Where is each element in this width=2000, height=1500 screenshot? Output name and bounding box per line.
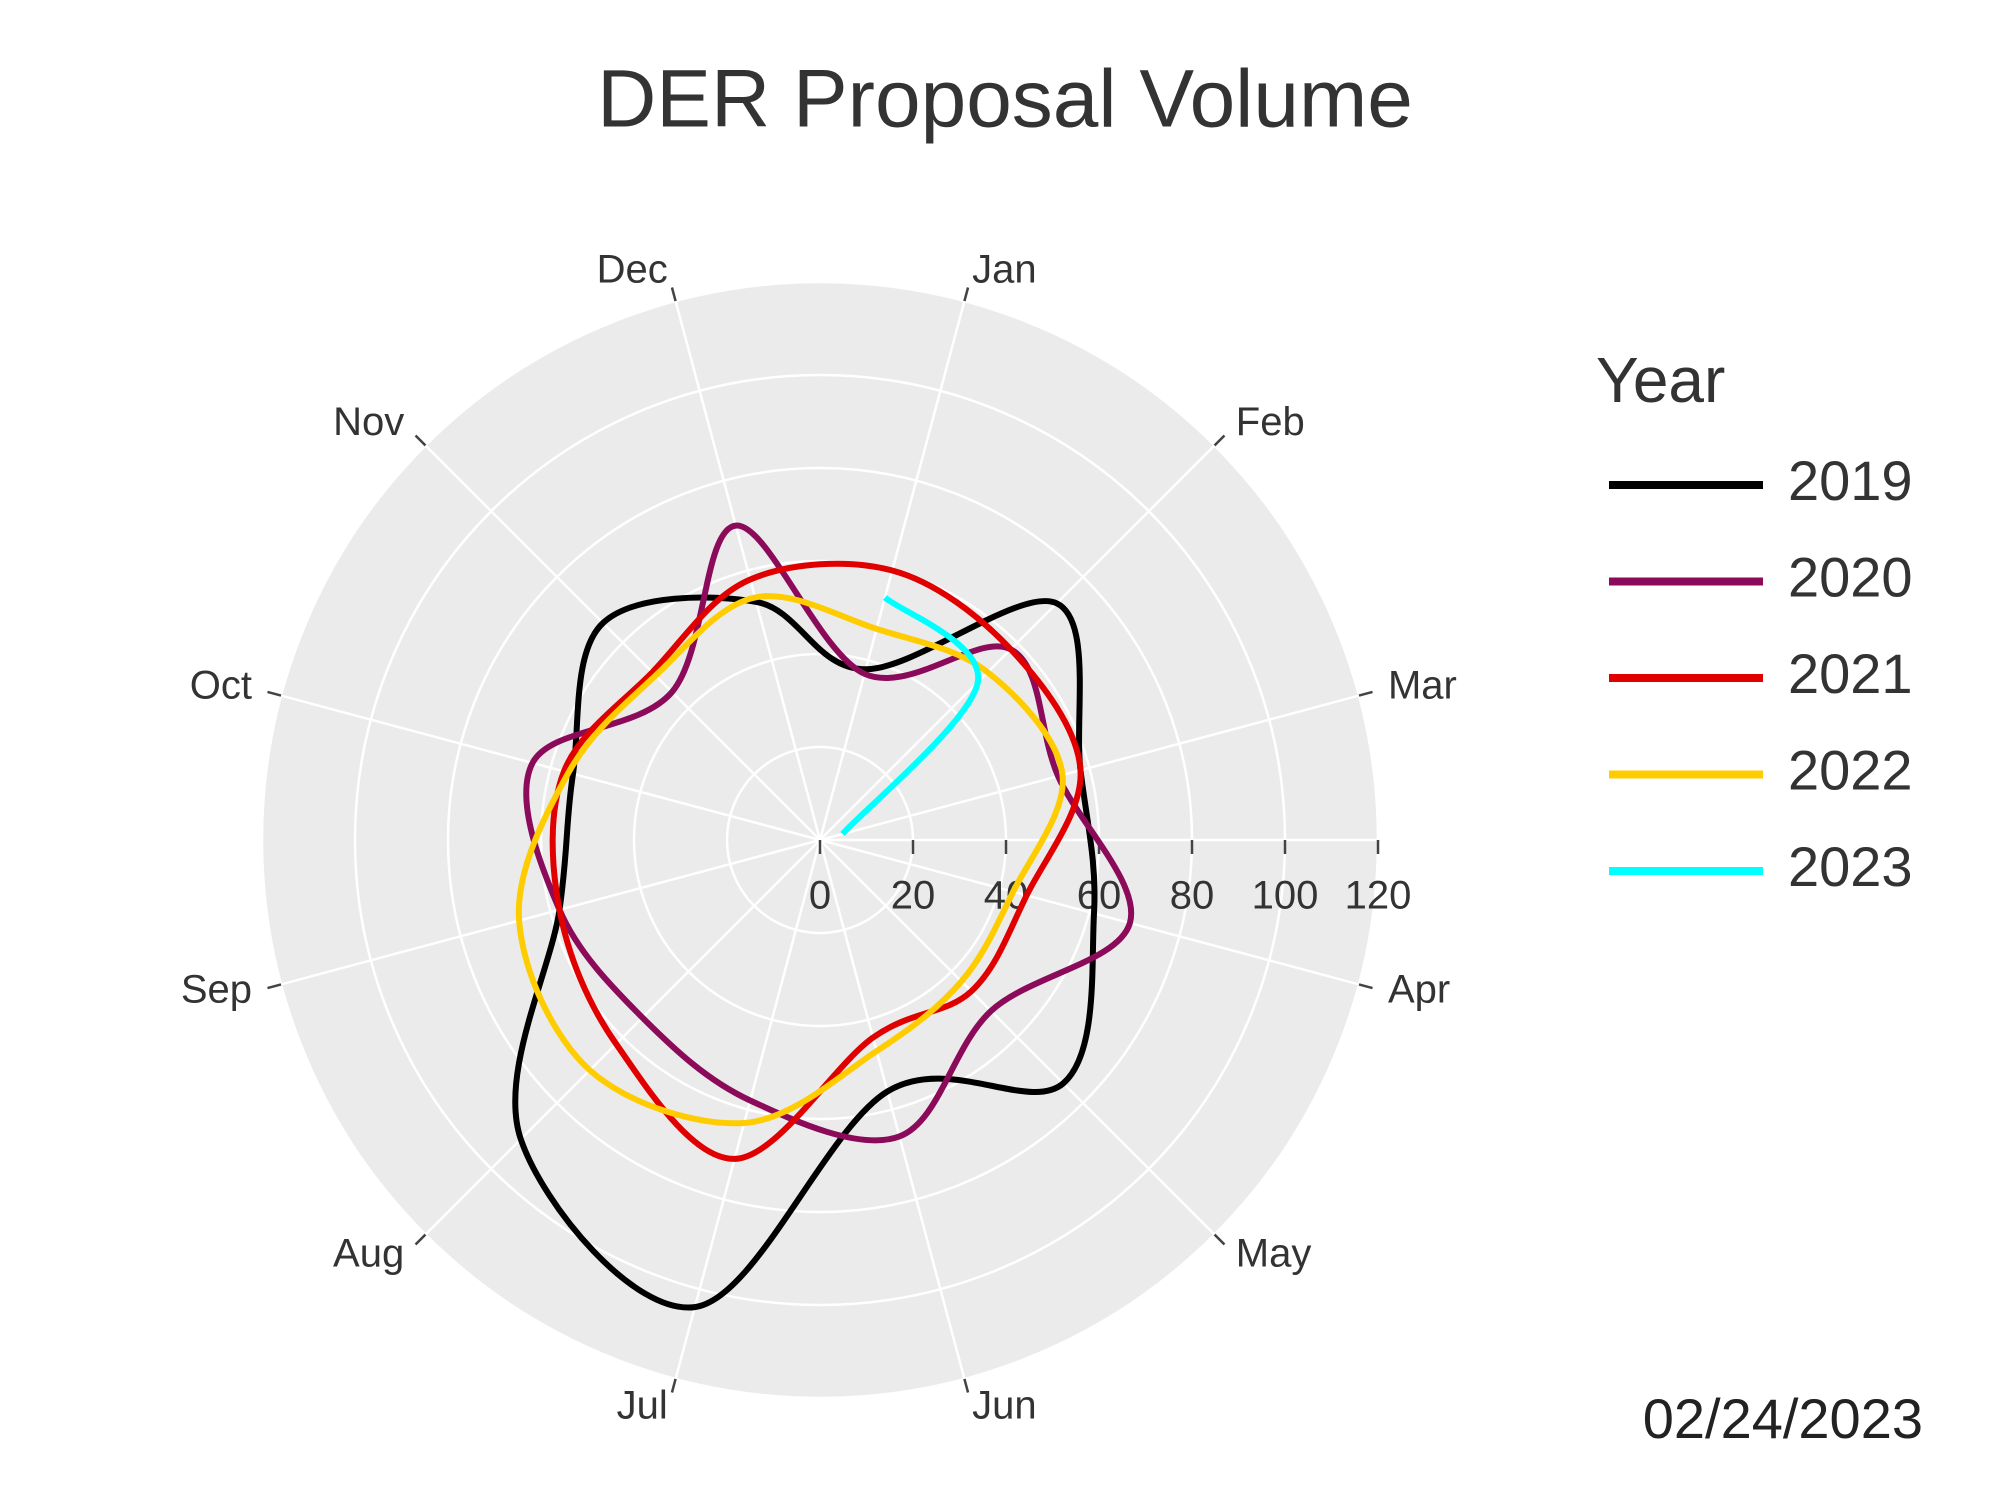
radial-tick-label: 80 <box>1170 874 1215 918</box>
angular-label: Feb <box>1236 400 1305 444</box>
angular-label: Oct <box>190 663 252 707</box>
radial-tick-label: 60 <box>1077 874 1122 918</box>
angular-label: Dec <box>597 248 668 292</box>
angular-tick <box>670 1378 677 1393</box>
series-line <box>840 595 981 836</box>
legend-label: 2022 <box>1788 738 1913 801</box>
angular-tick <box>267 690 282 697</box>
angular-label: Apr <box>1388 968 1450 1012</box>
radial-tick-label: 120 <box>1345 874 1412 918</box>
angular-label: Jun <box>972 1384 1036 1428</box>
grid-spoke <box>819 838 1360 986</box>
angular-label: Jul <box>617 1384 668 1428</box>
angular-tick <box>963 287 970 302</box>
angular-tick <box>267 983 282 990</box>
angular-tick <box>1358 983 1373 990</box>
date-annotation: 02/24/2023 <box>1643 1387 1923 1450</box>
legend-label: 2019 <box>1788 449 1913 512</box>
angular-tick <box>670 287 677 302</box>
angular-tick <box>1213 434 1226 447</box>
angular-label: Nov <box>333 400 404 444</box>
angular-label: Sep <box>181 968 252 1012</box>
angular-tick <box>1358 690 1373 697</box>
angular-tick <box>963 1378 970 1393</box>
angular-label: Jan <box>972 248 1036 292</box>
legend-title: Year <box>1596 344 1725 416</box>
grid-spoke <box>280 838 821 986</box>
grid-spoke <box>280 694 821 842</box>
angular-label: May <box>1236 1231 1312 1275</box>
radial-tick-label: 100 <box>1252 874 1319 918</box>
angular-label: Mar <box>1388 663 1457 707</box>
series-line <box>515 593 1066 1127</box>
radial-tick-label: 20 <box>891 874 936 918</box>
legend-label: 2021 <box>1788 642 1913 705</box>
grid-spoke <box>819 694 1360 842</box>
angular-tick <box>1213 1233 1226 1246</box>
grid-spoke <box>674 300 822 841</box>
angular-label: Aug <box>333 1231 404 1275</box>
chart-title: DER Proposal Volume <box>597 54 1413 145</box>
grid-spoke <box>424 839 821 1236</box>
grid-spoke <box>674 839 822 1380</box>
legend-label: 2020 <box>1788 545 1913 608</box>
radial-tick-label: 0 <box>809 874 831 918</box>
series-line <box>549 560 1084 1162</box>
legend-label: 2023 <box>1788 835 1913 898</box>
angular-tick <box>414 434 427 447</box>
grid-spoke <box>424 444 821 841</box>
grid-spoke <box>819 839 1216 1236</box>
grid-spoke <box>819 444 1216 841</box>
grid-spoke <box>818 839 966 1380</box>
angular-tick <box>414 1233 427 1246</box>
series-line <box>523 522 1135 1144</box>
